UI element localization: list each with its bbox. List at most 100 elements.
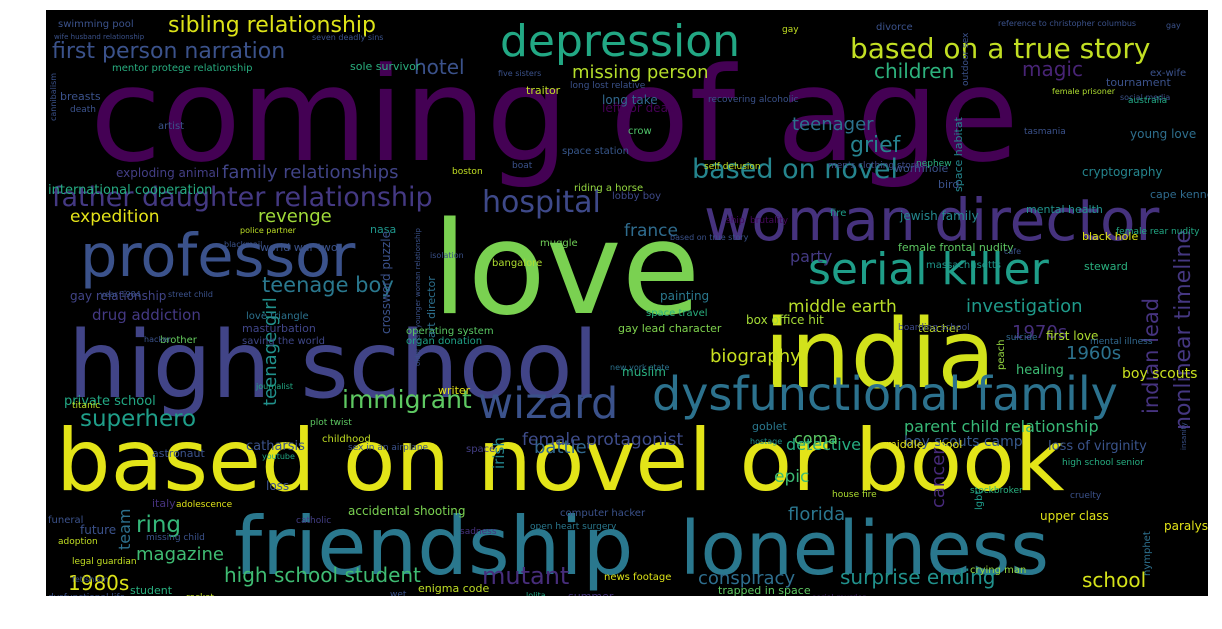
word-space-station: space station bbox=[562, 146, 629, 157]
word-recovering-alcoholic: recovering alcoholic bbox=[708, 95, 799, 105]
word-teenage-boy: teenage boy bbox=[262, 273, 394, 297]
word-mental-illness: mental illness bbox=[1090, 337, 1153, 347]
word-based-on-true-story: based on true story bbox=[670, 233, 749, 242]
word-sole-survivor: sole survivor bbox=[350, 60, 421, 73]
word-year-1984: year 1984 bbox=[100, 290, 141, 299]
word-magic: magic bbox=[1022, 57, 1083, 81]
word-serial-murder: serial murder bbox=[812, 593, 866, 596]
word-police-partner: police partner bbox=[240, 226, 297, 235]
word-insanity: insanity bbox=[1180, 422, 1188, 450]
word-drug-addiction: drug addiction bbox=[92, 306, 201, 324]
word-nymphet: nymphet bbox=[1142, 531, 1153, 576]
word-death: death bbox=[70, 105, 96, 115]
word-reference-to-christopher-columbus: reference to christopher columbus bbox=[998, 19, 1136, 28]
word-tasmania: tasmania bbox=[1024, 127, 1066, 137]
word-boarding-school: boarding school bbox=[898, 323, 970, 333]
word-grief: grief bbox=[850, 133, 902, 158]
word-gay: gay bbox=[1166, 21, 1181, 30]
word-journalist: journalist bbox=[255, 382, 293, 391]
word-high-school-senior: high school senior bbox=[1062, 458, 1144, 468]
word-catholic: catholic bbox=[296, 516, 331, 526]
word-open-heart-surgery: open heart surgery bbox=[530, 522, 617, 532]
word-astronaut: astronaut bbox=[152, 447, 205, 460]
word-ex-wife: ex-wife bbox=[1150, 68, 1186, 79]
word-massachusetts: massachusetts bbox=[926, 260, 1001, 271]
word-ship: ship bbox=[726, 216, 745, 226]
word-saving-the-world: saving the world bbox=[242, 336, 325, 347]
word-brutality: brutality bbox=[750, 216, 789, 226]
word-teenager: teenager bbox=[792, 114, 874, 135]
word-masturbation: masturbation bbox=[242, 322, 316, 335]
word-news-footage: news footage bbox=[604, 572, 671, 583]
word-magazine: magazine bbox=[136, 544, 224, 565]
word-isolation: isolation bbox=[430, 251, 464, 260]
word-youtube: youtube bbox=[262, 452, 295, 461]
word-epic: epic bbox=[774, 467, 809, 487]
word-investigation: investigation bbox=[966, 296, 1083, 317]
word-adolescence: adolescence bbox=[176, 500, 233, 510]
word-paralysis: paralysis bbox=[1164, 519, 1208, 533]
word-high-school-student: high school student bbox=[224, 563, 421, 587]
word-indian-lead: indian lead bbox=[1139, 298, 1163, 414]
word-missing-child: missing child bbox=[146, 533, 205, 543]
word-bangalore: bangalore bbox=[492, 258, 542, 269]
word-team: team bbox=[115, 508, 134, 550]
word-future: future bbox=[80, 523, 116, 537]
word-cloud-canvas: coming of agelovehigh school indiabased o… bbox=[46, 10, 1208, 596]
word-breasts: breasts bbox=[60, 90, 101, 103]
word-missing-person: missing person bbox=[572, 62, 709, 83]
word-cancer: cancer bbox=[928, 447, 949, 508]
word-fetishism: fetishism bbox=[72, 575, 109, 584]
word-titanic: titanic bbox=[72, 401, 100, 411]
word-muggle: muggle bbox=[540, 238, 578, 249]
word-female-protagonist: female protagonist bbox=[522, 430, 683, 450]
word-blackmail: blackmail bbox=[224, 240, 262, 249]
word-family-relationships: family relationships bbox=[222, 162, 398, 183]
word-dysfunctional-life: dysfunctional life bbox=[48, 593, 126, 596]
word-italy: italy bbox=[152, 497, 176, 510]
word-trapped-in-space: trapped in space bbox=[718, 584, 811, 596]
word-childhood: childhood bbox=[322, 434, 371, 445]
word-legal-guardian: legal guardian bbox=[72, 557, 137, 567]
word-steward: steward bbox=[1084, 260, 1128, 273]
word-bird: bird bbox=[938, 178, 959, 191]
word-enigma-code: enigma code bbox=[418, 582, 489, 595]
word-florida: florida bbox=[788, 504, 845, 525]
word-traitor: traitor bbox=[526, 84, 561, 97]
word-space: space bbox=[466, 444, 495, 455]
word-box-office-hit: box office hit bbox=[746, 313, 824, 327]
word-accidental-shooting: accidental shooting bbox=[348, 504, 466, 518]
word-artist: artist bbox=[158, 121, 184, 132]
word-hacker: hacker bbox=[144, 335, 172, 344]
word-wet: wet bbox=[390, 590, 407, 596]
word-wizard: wizard bbox=[478, 379, 618, 429]
word-boy-scouts: boy scouts bbox=[1122, 366, 1197, 382]
word-young-love: young love bbox=[1130, 127, 1196, 141]
word-mental-health: mental health bbox=[1026, 203, 1103, 216]
word-men-s-clothing-store: men's clothing store bbox=[828, 161, 920, 171]
word-cannibalism: cannibalism bbox=[49, 73, 58, 121]
word-expedition: expedition bbox=[70, 207, 160, 227]
word-painting: painting bbox=[660, 289, 709, 303]
word-jewish-family: jewish family bbox=[899, 209, 979, 223]
word-female-prisoner: female prisoner bbox=[1052, 87, 1116, 96]
word-coma: coma bbox=[794, 429, 838, 448]
word-depression: depression bbox=[500, 16, 740, 67]
word-street-child: street child bbox=[168, 290, 213, 299]
word-mutant: mutant bbox=[482, 562, 569, 590]
word-world-war-two: world war two bbox=[260, 241, 338, 254]
word-mentor-protege-relationship: mentor protege relationship bbox=[112, 63, 252, 74]
word-loss-of-virginity: loss of virginity bbox=[1048, 439, 1147, 454]
word-love-triangle: love triangle bbox=[246, 311, 309, 322]
word-ex-husband-ex-wife-relationship: ex-husband ex-wife relationship bbox=[578, 595, 706, 596]
word-crossword-puzzle: crossword puzzle bbox=[379, 231, 393, 334]
word-new-york-state: new york state bbox=[610, 363, 670, 372]
word-cape-kennedy: cape kennedy bbox=[1150, 188, 1208, 201]
word-self-delusion: self delusion bbox=[704, 162, 761, 172]
word-revenge: revenge bbox=[258, 206, 332, 227]
word-hotel: hotel bbox=[414, 55, 465, 79]
word-upper-class: upper class bbox=[1040, 509, 1109, 523]
word-student: student bbox=[130, 584, 173, 596]
word-crying-man: crying man bbox=[970, 565, 1026, 576]
word-lolita: lolita bbox=[526, 591, 546, 596]
